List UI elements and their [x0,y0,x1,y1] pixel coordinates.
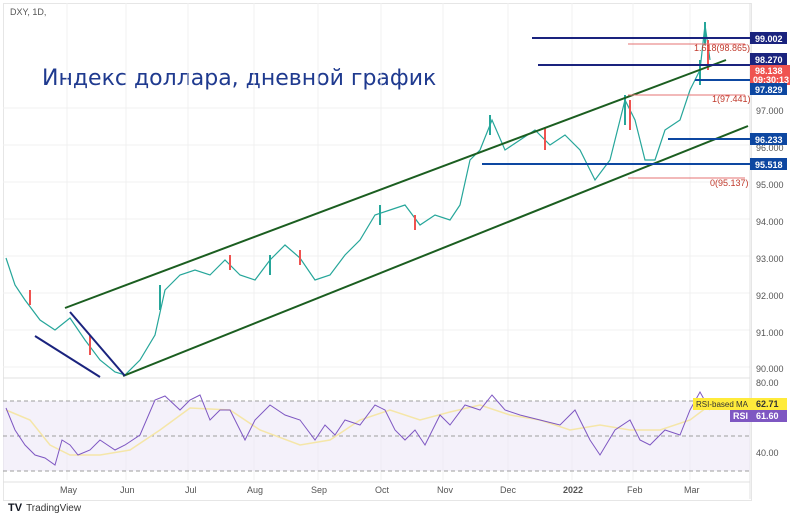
rsi-line [5,390,711,466]
rsi-ma-label: RSI-based MA [696,400,749,409]
price-badge: 96.233 [755,135,783,145]
price-tick: 90.000 [756,364,784,374]
price-tick: 95.000 [756,180,784,190]
price-tick: 91.000 [756,328,784,338]
price-tick: 97.000 [756,106,784,116]
chart-frame [3,3,752,501]
rsi-label: RSI [733,411,748,421]
time-tick: Oct [375,485,390,495]
fib-1-label: 1(97.441) [712,94,751,104]
price-tick: 94.000 [756,217,784,227]
time-tick: Feb [627,485,643,495]
price-tick: 93.000 [756,254,784,264]
price-series [5,24,711,376]
price-badge: 97.829 [755,85,783,95]
rsi-tick: 40.00 [756,448,779,458]
wedge-lower-line [34,335,101,378]
fib-0-label: 0(95.137) [710,178,749,188]
channel-upper-line [64,59,727,309]
price-tick: 92.000 [756,291,784,301]
rsi-ma-value: 62.71 [756,399,779,409]
price-badge: 99.002 [755,34,783,44]
time-tick: Aug [247,485,263,495]
time-tick: 2022 [563,485,583,495]
last-price-badge: 98.138 [755,66,783,76]
wedge-upper-line [69,311,126,377]
price-tick: 96.000 [756,143,784,153]
channel-lower-line [122,125,749,377]
rsi-ma-line [5,404,711,456]
rsi-value: 61.60 [756,411,779,421]
symbol-label: DXY, 1D, [10,7,47,17]
time-tick: Mar [684,485,700,495]
rsi-tick: 80.00 [756,378,779,388]
chart-title-annotation: Индекс доллара, дневной график [42,66,437,91]
time-tick: Dec [500,485,517,495]
time-tick: Jul [185,485,197,495]
time-tick: Jun [120,485,135,495]
price-badge: 95.518 [755,160,783,170]
countdown-badge: 09:30:13 [753,75,789,85]
time-tick: Sep [311,485,327,495]
fib-1618-label: 1.618(98.865) [694,43,750,53]
price-badge: 98.270 [755,55,783,65]
tradingview-branding: TV TradingView [8,502,81,514]
tradingview-logo-icon: TV [8,502,23,514]
time-tick: Nov [437,485,454,495]
time-tick: May [60,485,78,495]
brand-label: TradingView [26,502,82,514]
